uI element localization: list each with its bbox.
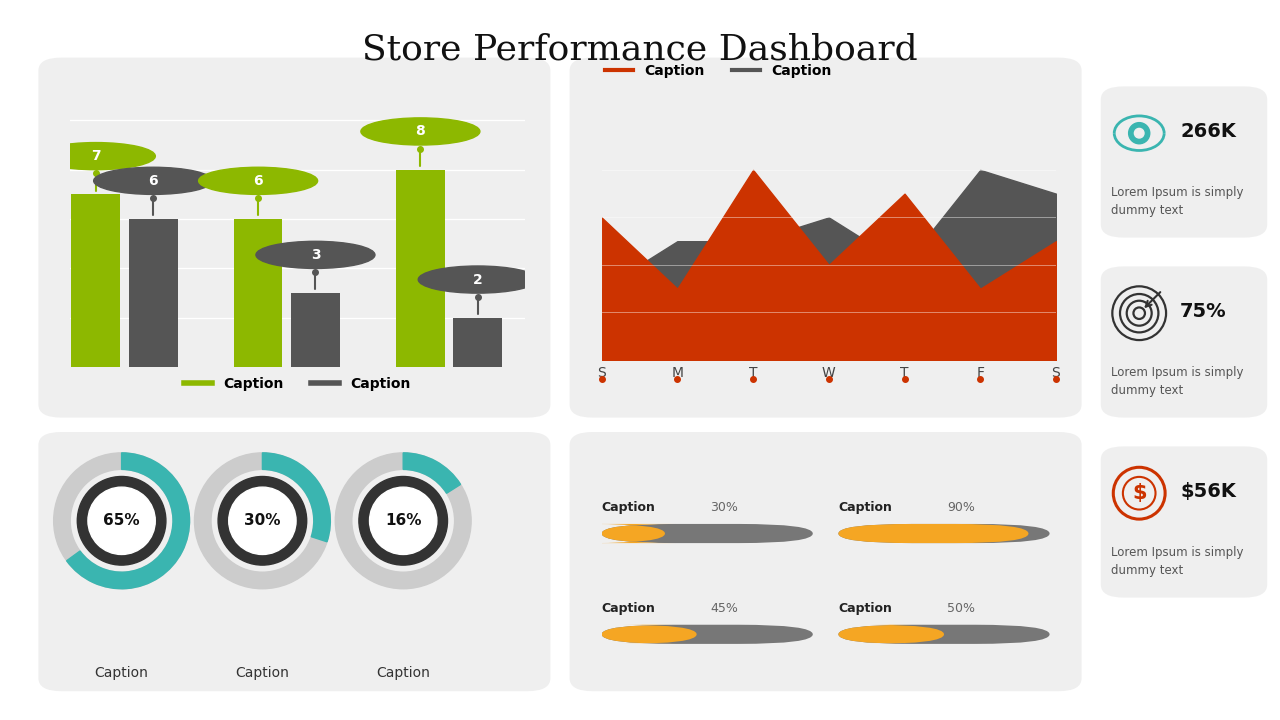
FancyBboxPatch shape xyxy=(838,524,1029,543)
Wedge shape xyxy=(262,453,330,541)
Text: Lorem Ipsum is simply
dummy text: Lorem Ipsum is simply dummy text xyxy=(1111,546,1244,577)
Text: 50%: 50% xyxy=(947,602,975,615)
Text: Lorem Ipsum is simply
dummy text: Lorem Ipsum is simply dummy text xyxy=(1111,366,1244,397)
Circle shape xyxy=(88,487,155,554)
Text: Caption: Caption xyxy=(376,666,430,680)
Wedge shape xyxy=(403,453,461,493)
Circle shape xyxy=(256,241,375,269)
Text: $56K: $56K xyxy=(1180,482,1236,500)
FancyBboxPatch shape xyxy=(838,524,1050,543)
Legend: Caption, Caption: Caption, Caption xyxy=(599,58,837,84)
Wedge shape xyxy=(335,453,471,589)
Bar xyxy=(291,293,339,367)
Circle shape xyxy=(361,118,480,145)
Wedge shape xyxy=(218,477,307,565)
Wedge shape xyxy=(358,477,448,565)
Bar xyxy=(129,219,178,367)
Bar xyxy=(396,170,444,367)
Text: Caption: Caption xyxy=(838,602,892,615)
Text: Caption: Caption xyxy=(602,501,655,514)
FancyBboxPatch shape xyxy=(591,524,676,543)
Circle shape xyxy=(229,487,296,554)
Text: 75%: 75% xyxy=(1180,302,1226,320)
FancyBboxPatch shape xyxy=(838,625,945,644)
Wedge shape xyxy=(77,477,166,565)
Circle shape xyxy=(93,167,212,194)
Text: 2: 2 xyxy=(472,273,483,287)
Circle shape xyxy=(198,167,317,194)
Text: 7: 7 xyxy=(91,149,101,163)
Text: 45%: 45% xyxy=(710,602,739,615)
Bar xyxy=(234,219,283,367)
Text: Caption: Caption xyxy=(602,602,655,615)
Text: 266K: 266K xyxy=(1180,122,1236,140)
Bar xyxy=(453,318,502,367)
FancyBboxPatch shape xyxy=(602,625,696,644)
Text: 90%: 90% xyxy=(947,501,975,514)
Circle shape xyxy=(419,266,538,293)
Text: Caption: Caption xyxy=(838,501,892,514)
Text: 16%: 16% xyxy=(385,513,421,528)
Text: 3: 3 xyxy=(311,248,320,262)
Circle shape xyxy=(370,487,436,554)
Text: $: $ xyxy=(1132,483,1147,503)
Text: Store Performance Dashboard: Store Performance Dashboard xyxy=(362,32,918,66)
Circle shape xyxy=(36,143,155,170)
Text: 65%: 65% xyxy=(104,513,140,528)
Wedge shape xyxy=(67,453,189,589)
Text: 30%: 30% xyxy=(710,501,739,514)
Bar xyxy=(72,194,120,367)
Wedge shape xyxy=(195,453,330,589)
Text: Lorem Ipsum is simply
dummy text: Lorem Ipsum is simply dummy text xyxy=(1111,186,1244,217)
Text: 6: 6 xyxy=(148,174,157,188)
Circle shape xyxy=(1129,122,1149,144)
Text: 8: 8 xyxy=(416,125,425,138)
FancyBboxPatch shape xyxy=(602,524,813,543)
Text: 6: 6 xyxy=(253,174,262,188)
Wedge shape xyxy=(54,453,189,589)
Text: Caption: Caption xyxy=(95,666,148,680)
Text: Caption: Caption xyxy=(236,666,289,680)
FancyBboxPatch shape xyxy=(838,625,1050,644)
Text: 30%: 30% xyxy=(244,513,280,528)
Circle shape xyxy=(1134,128,1144,138)
Legend: Caption, Caption: Caption, Caption xyxy=(179,372,416,397)
FancyBboxPatch shape xyxy=(602,625,813,644)
